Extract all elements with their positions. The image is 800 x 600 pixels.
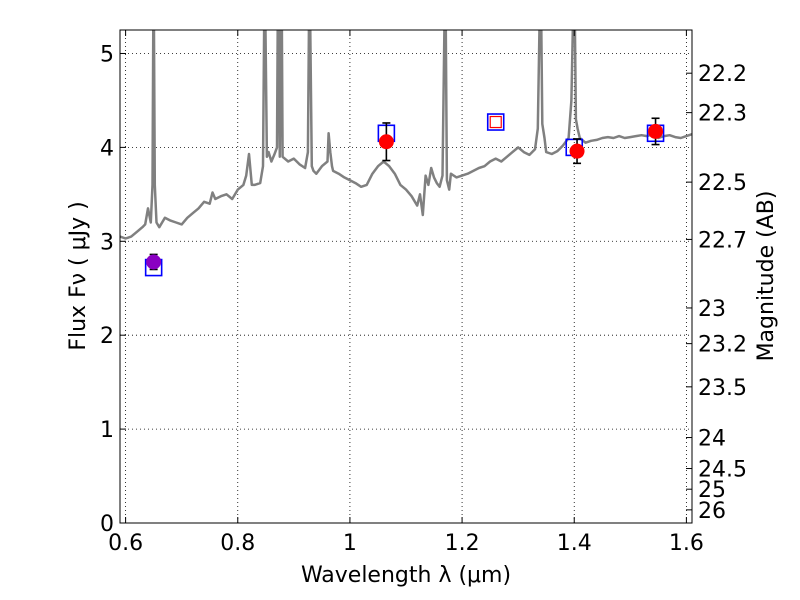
x-tick-label: 1 bbox=[343, 531, 357, 556]
x-axis-label: Wavelength λ (μm) bbox=[301, 563, 511, 588]
right-tick-label: 22.7 bbox=[698, 228, 747, 253]
right-tick-label: 24.5 bbox=[698, 458, 747, 483]
right-tick-label: 23 bbox=[698, 297, 726, 322]
y-axis-right-label: Magnitude (AB) bbox=[754, 191, 779, 362]
marker-layer bbox=[144, 113, 665, 277]
x-tick-label: 1.6 bbox=[669, 531, 704, 556]
right-tick-label: 24 bbox=[698, 427, 726, 452]
y-tick-label: 3 bbox=[100, 230, 114, 255]
y-tick-label: 2 bbox=[100, 324, 114, 349]
spectrum-line bbox=[120, 30, 692, 240]
model-square-inner bbox=[489, 115, 502, 129]
x-tick-label: 1.4 bbox=[557, 531, 592, 556]
observed-point bbox=[569, 143, 585, 159]
right-tick-label: 26 bbox=[698, 499, 726, 524]
ticks: 0.6 0.8 1 1.2 1.4 1.601234522.222.322.522.723… bbox=[100, 30, 747, 556]
y-axis-label: Flux Fν ( μJy ) bbox=[66, 201, 91, 350]
y-tick-label: 4 bbox=[100, 136, 114, 161]
x-tick-label: 0.8 bbox=[220, 531, 255, 556]
data-layer bbox=[120, 30, 692, 240]
y-tick-label: 1 bbox=[100, 418, 114, 443]
plot-frame bbox=[119, 29, 693, 524]
observed-point bbox=[648, 123, 664, 139]
observed-point bbox=[146, 254, 162, 270]
y-tick-label: 0 bbox=[100, 512, 114, 537]
observed-point bbox=[378, 134, 394, 150]
x-tick-label: 0.6 bbox=[108, 531, 143, 556]
plot-background bbox=[120, 30, 692, 523]
y-tick-label: 5 bbox=[100, 42, 114, 67]
right-tick-label: 22.5 bbox=[698, 171, 747, 196]
x-tick-label: 1.2 bbox=[445, 531, 480, 556]
model-square bbox=[486, 113, 505, 131]
right-tick-label: 22.2 bbox=[698, 62, 747, 87]
right-tick-label: 23.5 bbox=[698, 376, 747, 401]
right-tick-label: 22.3 bbox=[698, 102, 747, 127]
right-tick-label: 25 bbox=[698, 478, 726, 503]
right-tick-label: 23.2 bbox=[698, 333, 747, 358]
